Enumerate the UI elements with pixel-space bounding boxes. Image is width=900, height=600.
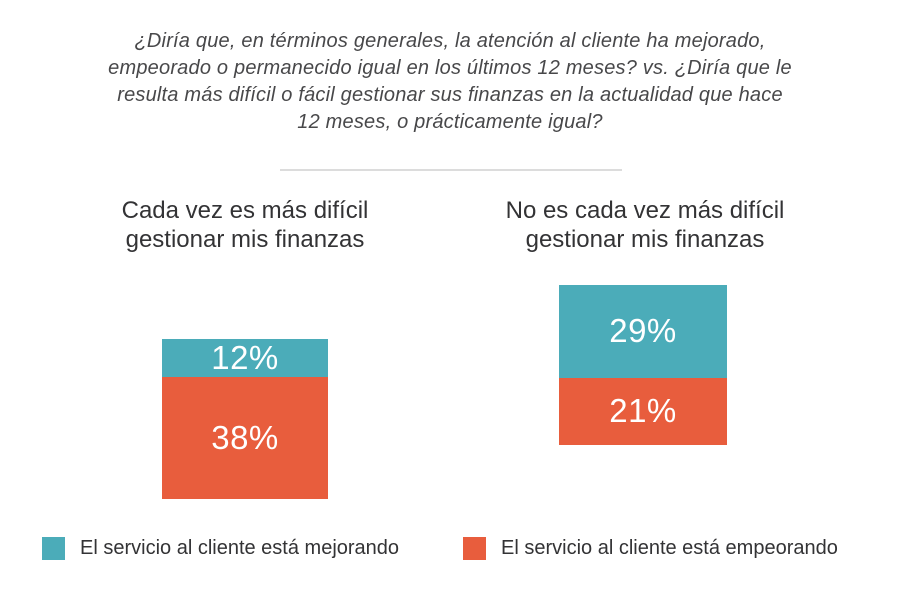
legend-item-mejorando: El servicio al cliente está mejorando	[42, 537, 399, 560]
category-label-right: No es cada vez más difícil gestionar mis…	[505, 197, 785, 253]
bar-segment-mejorando: 29%	[559, 285, 727, 378]
stacked-bar-left: 12% 38%	[162, 339, 328, 499]
legend-swatch-orange-icon	[463, 537, 486, 560]
value-label: 12%	[211, 339, 279, 377]
category-label-left: Cada vez es más difícil gestionar mis fi…	[121, 197, 369, 253]
bar-segment-mejorando: 12%	[162, 339, 328, 378]
value-label: 21%	[609, 392, 677, 430]
legend-label-mejorando: El servicio al cliente está mejorando	[80, 537, 400, 559]
bar-segment-empeorando: 38%	[162, 377, 328, 499]
title-divider	[280, 169, 622, 171]
legend-label-empeorando: El servicio al cliente está empeorando	[501, 537, 838, 559]
legend-item-empeorando: El servicio al cliente está empeorando	[463, 537, 838, 560]
legend-swatch-teal-icon	[42, 537, 65, 560]
stacked-bar-right: 29% 21%	[559, 285, 727, 445]
value-label: 38%	[211, 419, 279, 457]
value-label: 29%	[609, 312, 677, 350]
bar-segment-empeorando: 21%	[559, 377, 727, 445]
chart-title: ¿Diría que, en términos generales, la at…	[108, 30, 792, 133]
